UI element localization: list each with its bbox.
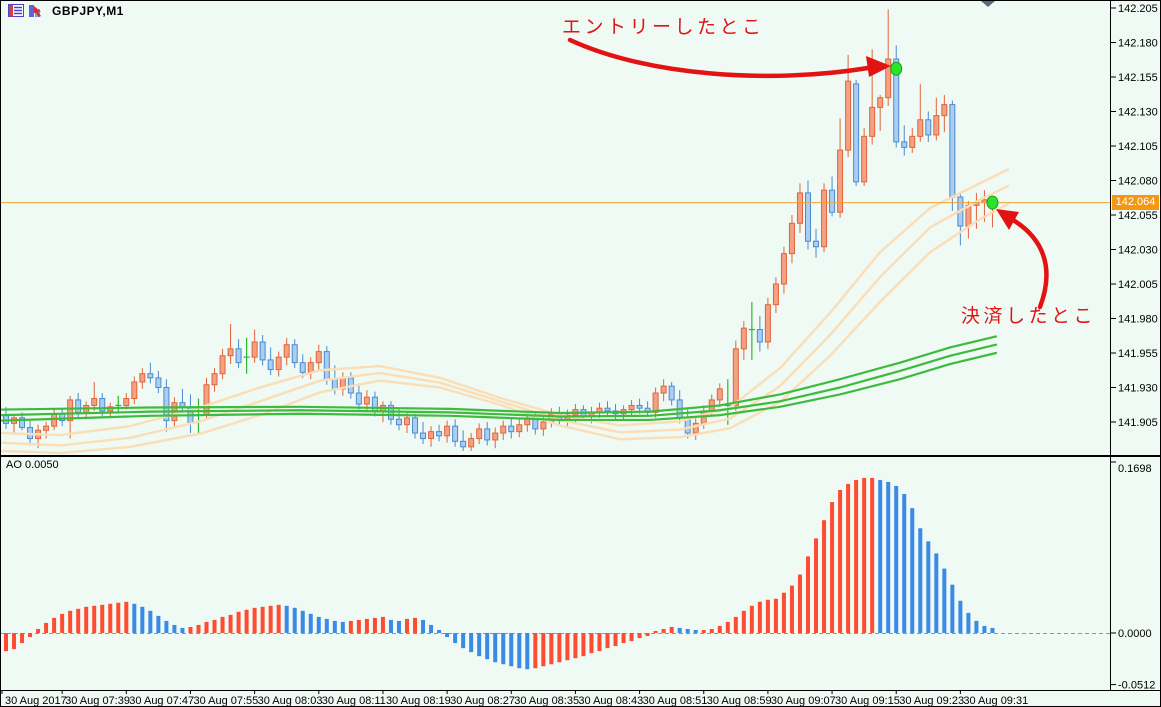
svg-text:30 Aug 2017: 30 Aug 2017 — [5, 695, 67, 707]
svg-text:30 Aug 08:03: 30 Aug 08:03 — [258, 695, 323, 707]
svg-text:30 Aug 08:43: 30 Aug 08:43 — [578, 695, 643, 707]
price-axis-labels: 142.205 142.180 142.155 142.130 142.105 142.0… — [1110, 3, 1158, 429]
svg-text:30 Aug 07:39: 30 Aug 07:39 — [65, 695, 130, 707]
svg-text:0.1698: 0.1698 — [1118, 463, 1152, 475]
svg-text:30 Aug 09:15: 30 Aug 09:15 — [835, 695, 900, 707]
svg-text:30 Aug 08:59: 30 Aug 08:59 — [707, 695, 772, 707]
svg-text:30 Aug 08:27: 30 Aug 08:27 — [450, 695, 515, 707]
svg-text:142.055: 142.055 — [1118, 210, 1158, 222]
entry-arrow — [567, 37, 871, 79]
svg-text:30 Aug 08:35: 30 Aug 08:35 — [514, 695, 579, 707]
exit-arrow — [1005, 214, 1049, 310]
svg-text:141.980: 141.980 — [1118, 314, 1158, 326]
exit-dot — [986, 195, 999, 210]
current-price-badge: 142.064 — [1112, 195, 1159, 210]
svg-text:142.205: 142.205 — [1118, 3, 1158, 15]
svg-text:30 Aug 08:11: 30 Aug 08:11 — [322, 695, 386, 707]
symbol-header: GBPJPY,M1 — [8, 4, 124, 18]
svg-text:141.905: 141.905 — [1118, 417, 1158, 429]
ao-name: AO — [6, 459, 22, 471]
ao-value: 0.0050 — [24, 459, 59, 471]
chart-shift-icon — [29, 5, 41, 17]
svg-text:30 Aug 09:23: 30 Aug 09:23 — [899, 695, 964, 707]
annotation-arrows — [567, 37, 1049, 310]
svg-text:30 Aug 07:47: 30 Aug 07:47 — [129, 695, 194, 707]
chart-shift-marker — [981, 1, 995, 7]
svg-text:0.0000: 0.0000 — [1118, 628, 1152, 640]
svg-text:30 Aug 08:51: 30 Aug 08:51 — [643, 695, 708, 707]
exit-annotation-text: 決済したとこ — [961, 306, 1097, 327]
svg-text:30 Aug 09:07: 30 Aug 09:07 — [771, 695, 836, 707]
svg-text:141.955: 141.955 — [1118, 348, 1158, 360]
svg-text:142.030: 142.030 — [1118, 245, 1158, 257]
svg-text:142.105: 142.105 — [1118, 141, 1158, 153]
market-watch-icon — [8, 4, 24, 17]
entry-annotation-text: エントリーしたとこ — [562, 17, 765, 38]
svg-text:142.130: 142.130 — [1118, 107, 1158, 119]
svg-text:142.080: 142.080 — [1118, 176, 1158, 188]
ao-histogram — [0, 477, 1110, 670]
svg-text:30 Aug 09:31: 30 Aug 09:31 — [963, 695, 1028, 707]
svg-text:141.930: 141.930 — [1118, 383, 1158, 395]
svg-text:30 Aug 08:19: 30 Aug 08:19 — [386, 695, 451, 707]
svg-text:142.180: 142.180 — [1118, 38, 1158, 50]
svg-text:-0.0512: -0.0512 — [1118, 680, 1155, 692]
ao-axis-labels: 0.1698 0.0000 -0.0512 — [1110, 461, 1155, 692]
svg-text:142.155: 142.155 — [1118, 72, 1158, 84]
candles — [3, 9, 996, 451]
trade-markers — [890, 61, 999, 210]
ao-value-label: AO 0.0050 — [6, 459, 59, 471]
svg-text:142.005: 142.005 — [1118, 279, 1158, 291]
svg-text:30 Aug 07:55: 30 Aug 07:55 — [193, 695, 258, 707]
entry-dot — [890, 61, 903, 76]
symbol-label: GBPJPY,M1 — [52, 4, 124, 18]
green-ma-lines — [0, 335, 998, 422]
